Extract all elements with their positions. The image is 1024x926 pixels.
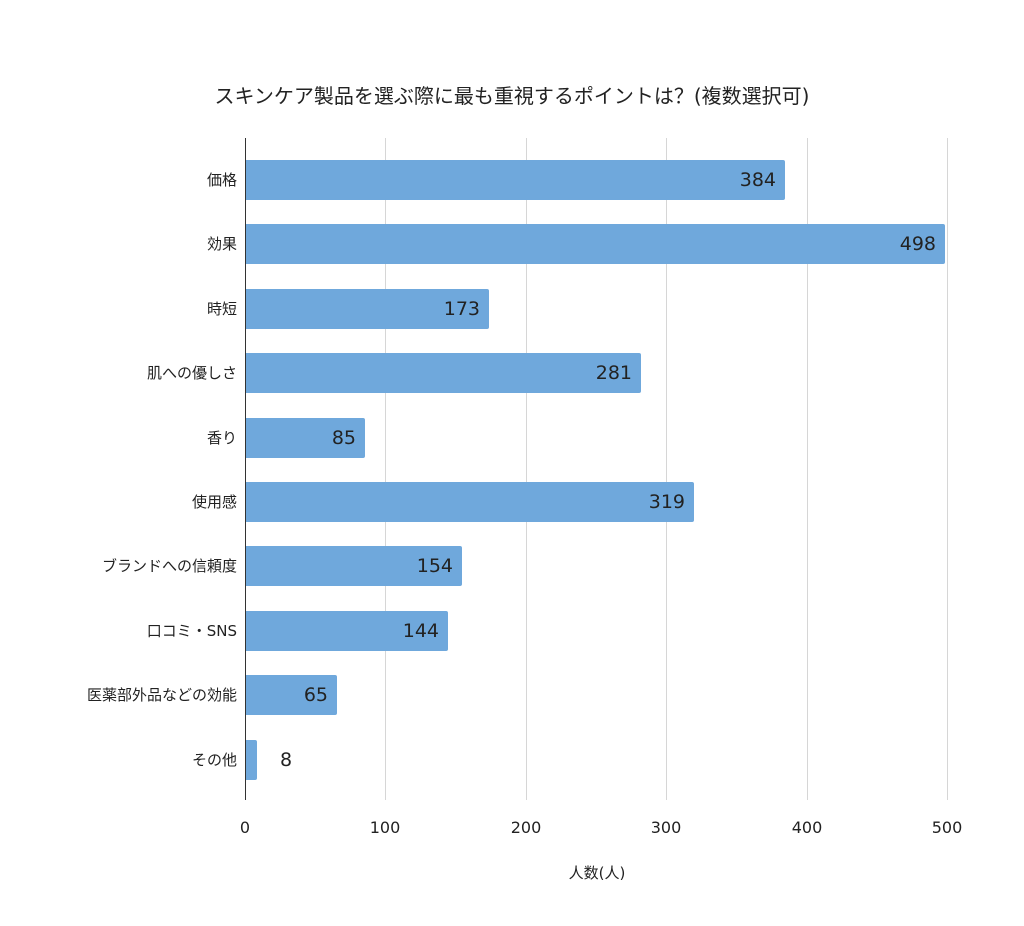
x-tick: 100 (369, 818, 401, 837)
bar (246, 353, 641, 394)
y-axis-line (245, 138, 246, 800)
gridline (666, 138, 667, 800)
category-label: その他 (191, 750, 237, 769)
category-label: 効果 (206, 235, 237, 254)
category-label: 価格 (206, 171, 237, 189)
x-tick: 500 (931, 818, 963, 837)
plot-area: 0 100 200 300 400 500 (240, 138, 962, 837)
gridline (385, 138, 386, 800)
category-label: 口コミ・SNS (146, 621, 237, 640)
bar-value-label: 8 (280, 748, 293, 771)
bar (246, 610, 448, 651)
bar-value-label: 85 (331, 426, 356, 449)
bar (246, 160, 785, 200)
bar-value-label: 319 (648, 491, 685, 513)
x-tick: 0 (239, 818, 251, 837)
bar (246, 739, 257, 780)
x-tick: 300 (650, 818, 682, 837)
bar-value-label: 65 (303, 684, 328, 707)
category-label: 香り (206, 428, 237, 447)
bar-value-label: 384 (739, 169, 776, 191)
gridline (807, 138, 808, 800)
bar (246, 417, 365, 458)
bar (246, 546, 462, 587)
bar-value-label: 173 (443, 297, 480, 320)
bar (246, 224, 945, 265)
chart-title: スキンケア製品を選ぶ際に最も重視するポイントは？(複数選択可) (214, 84, 810, 108)
category-label: 肌への優しさ (146, 364, 237, 383)
category-label: 医薬部外品などの効能 (86, 686, 237, 705)
x-tick: 400 (791, 818, 823, 837)
bar (246, 675, 337, 716)
bar (246, 288, 489, 329)
category-label: 使用感 (191, 493, 237, 511)
bar (246, 482, 694, 522)
x-tick: 200 (510, 818, 542, 837)
gridline (947, 138, 948, 800)
category-label: 時短 (206, 299, 237, 318)
bar-value-label: 154 (416, 555, 453, 578)
category-label: ブランドへの信頼度 (101, 557, 237, 576)
bar-value-label: 281 (595, 362, 632, 385)
bar-value-label: 144 (402, 619, 439, 642)
bar-value-label: 498 (899, 233, 936, 256)
gridline (526, 138, 527, 800)
x-axis-label: 人数(人) (568, 864, 626, 882)
